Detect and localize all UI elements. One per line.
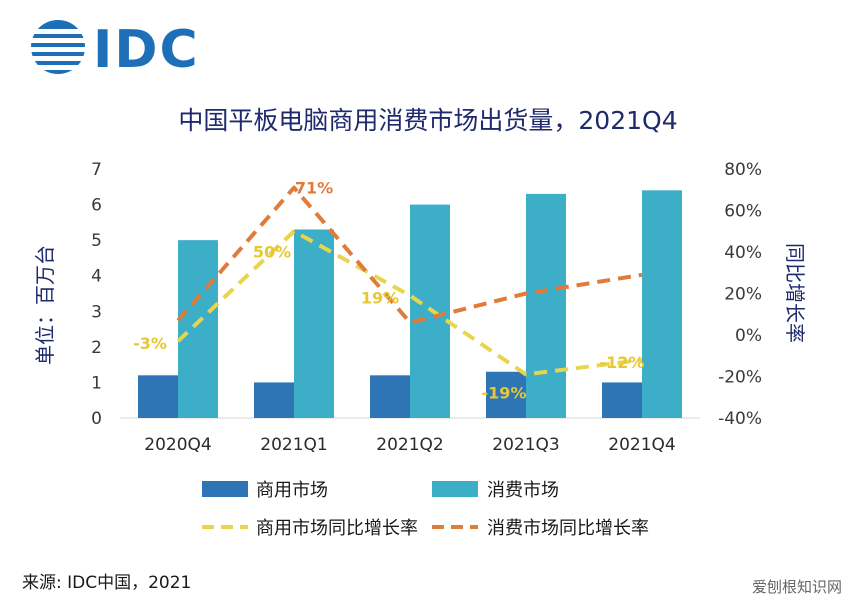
watermark: 爱刨根知识网 <box>752 578 842 596</box>
legend-label-consumer: 消费市场 <box>487 480 559 501</box>
y-tick-label: 5 <box>91 231 102 251</box>
legend-label-commercial-growth: 商用市场同比增长率 <box>256 518 418 539</box>
bar-consumer-2021q4 <box>642 190 682 418</box>
legend-label-commercial: 商用市场 <box>256 480 328 501</box>
y-tick-label: 3 <box>91 302 102 322</box>
x-category-label: 2021Q4 <box>608 435 675 455</box>
legend: 商用市场 消费市场 商用市场同比增长率 消费市场同比增长率 <box>202 480 649 539</box>
y2-axis-title: 同比增长率 <box>783 243 807 343</box>
bar-commercial-2021q3 <box>486 371 526 418</box>
y2-tick-label: -20% <box>718 368 762 388</box>
y2-tick-label: 0% <box>735 326 762 346</box>
data-label-commercial-growth: 19% <box>361 289 399 308</box>
data-label-commercial-growth: -19% <box>482 383 527 402</box>
y-tick-label: 7 <box>91 160 102 180</box>
idc-logo: IDC <box>28 20 200 80</box>
legend-item-commercial-growth: 商用市场同比增长率 <box>202 518 418 539</box>
x-category-label: 2021Q3 <box>492 435 559 455</box>
y-tick-label: 2 <box>91 338 102 358</box>
bar-consumer-2021q3 <box>526 193 566 418</box>
lines-layer <box>176 185 643 377</box>
data-label-consumer-growth: 71% <box>295 179 333 198</box>
y-axis-ticks: 0 1 2 3 4 5 6 7 <box>91 160 102 429</box>
source-note: 来源: IDC中国，2021 <box>22 573 191 593</box>
y2-tick-label: 80% <box>724 160 762 180</box>
line-consumer-growth <box>176 185 643 325</box>
bars-layer <box>138 190 682 418</box>
x-category-label: 2021Q2 <box>376 435 443 455</box>
bar-commercial-2020q4 <box>138 375 178 418</box>
y2-tick-label: 60% <box>724 202 762 222</box>
legend-swatch-consumer <box>432 481 478 497</box>
x-axis-categories: 2020Q4 2021Q1 2021Q2 2021Q3 2021Q4 <box>144 435 675 455</box>
data-label-commercial-growth: -3% <box>133 334 167 353</box>
y2-axis-ticks: -40% -20% 0% 20% 40% 60% 80% <box>718 160 762 429</box>
globe-icon <box>28 20 88 74</box>
chart-title: 中国平板电脑商用消费市场出货量，2021Q4 <box>178 106 677 135</box>
legend-swatch-commercial <box>202 481 248 497</box>
legend-item-consumer-growth: 消费市场同比增长率 <box>432 518 649 539</box>
y-tick-label: 0 <box>91 409 102 429</box>
bar-commercial-2021q1 <box>254 382 294 418</box>
y-tick-label: 6 <box>91 196 102 216</box>
legend-item-commercial: 商用市场 <box>202 480 328 501</box>
y-tick-label: 4 <box>91 267 102 287</box>
bar-commercial-2021q2 <box>370 375 410 418</box>
bar-consumer-2020q4 <box>178 240 218 418</box>
logo-text: IDC <box>93 20 200 80</box>
y2-tick-label: 20% <box>724 285 762 305</box>
x-category-label: 2021Q1 <box>260 435 327 455</box>
bar-consumer-2021q1 <box>294 229 334 418</box>
y2-tick-label: 40% <box>724 243 762 263</box>
data-label-commercial-growth: -12% <box>600 353 645 372</box>
legend-item-consumer: 消费市场 <box>432 480 559 501</box>
x-category-label: 2020Q4 <box>144 435 211 455</box>
legend-label-consumer-growth: 消费市场同比增长率 <box>487 518 649 539</box>
y-tick-label: 1 <box>91 373 102 393</box>
line-commercial-growth <box>176 229 643 377</box>
y-axis-title: 单位：百万台 <box>33 245 57 365</box>
data-label-commercial-growth: 50% <box>253 242 291 261</box>
data-labels-layer: -3% 50% 19% -19% -12% 71% <box>133 179 644 403</box>
bar-commercial-2021q4 <box>602 382 642 418</box>
y2-tick-label: -40% <box>718 409 762 429</box>
